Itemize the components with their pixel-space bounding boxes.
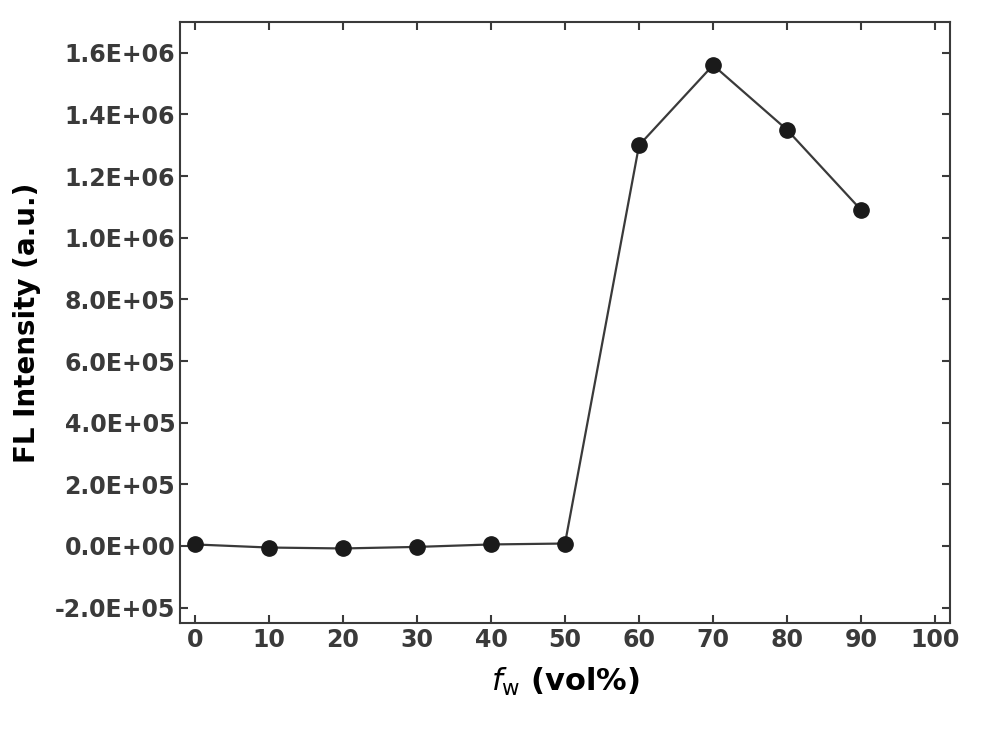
Y-axis label: FL Intensity (a.u.): FL Intensity (a.u.) <box>13 183 41 463</box>
X-axis label: $f_{\mathrm{w}}$ (vol%): $f_{\mathrm{w}}$ (vol%) <box>491 666 639 698</box>
